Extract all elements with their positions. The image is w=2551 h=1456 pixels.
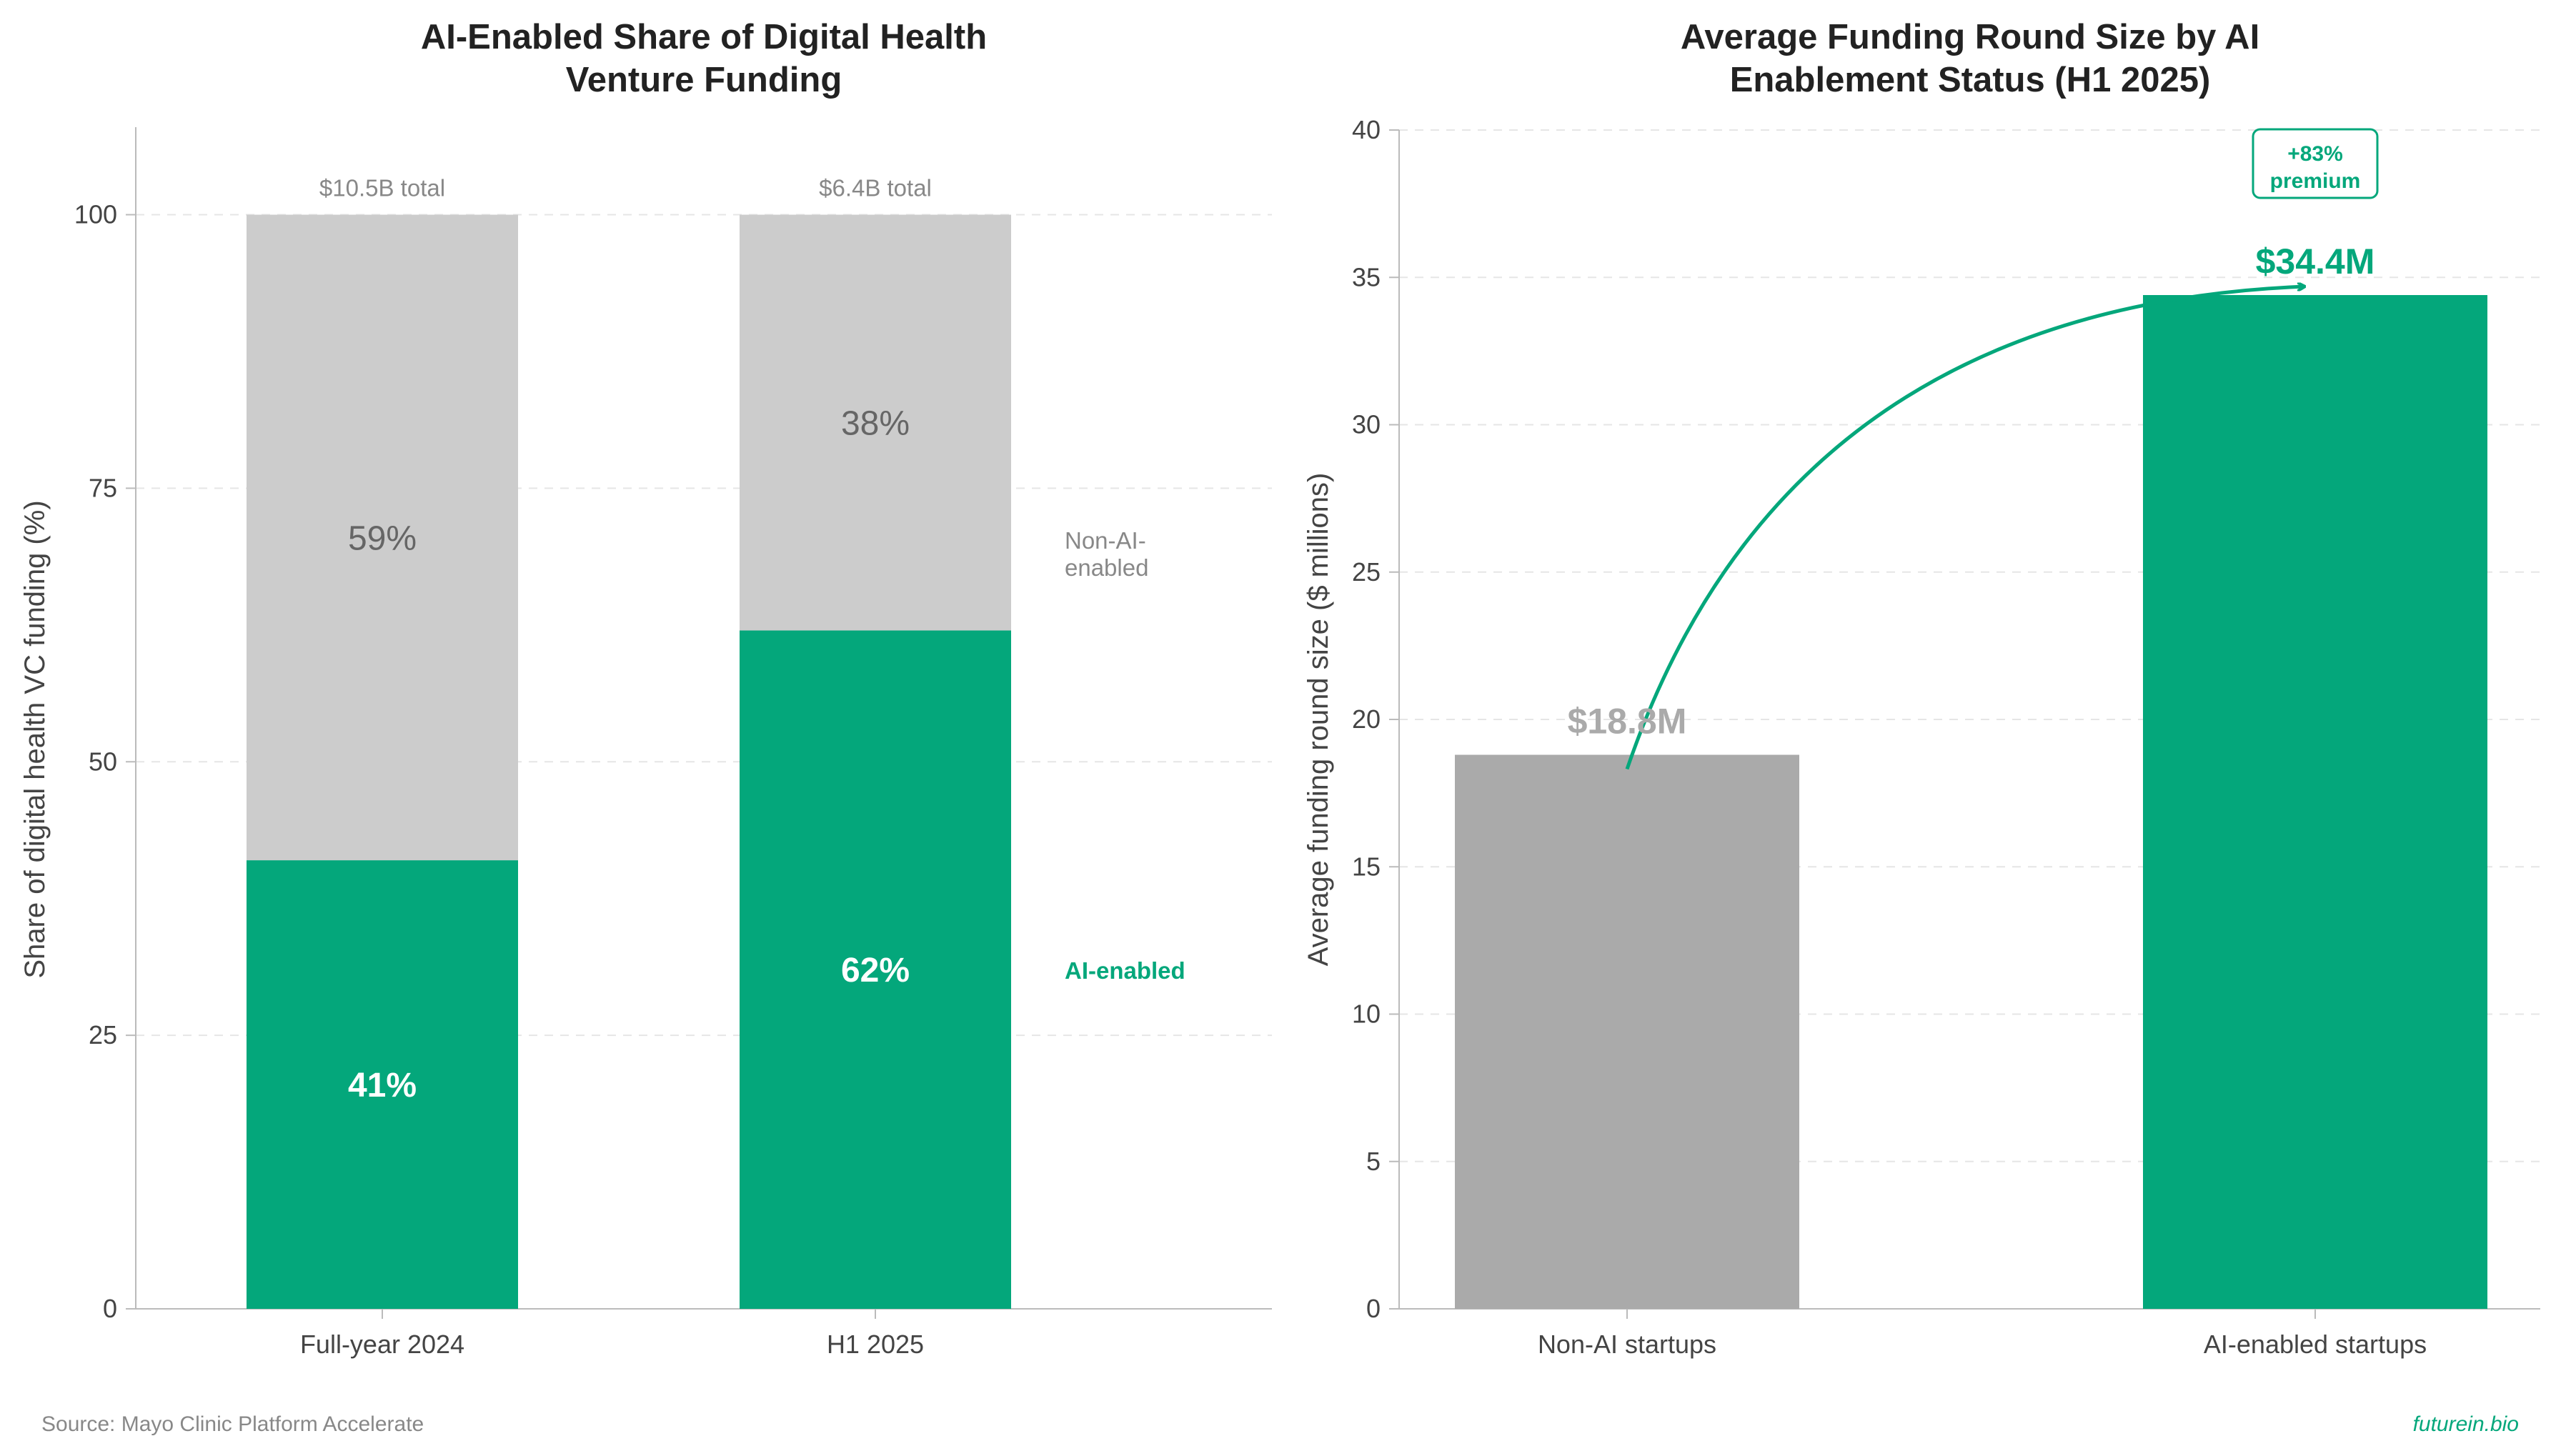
y-tick-label: 100 [74,200,117,229]
y-tick-label: 5 [1366,1147,1381,1176]
bar-ai-enabled [740,630,1011,1309]
data-label-non-ai: 59% [348,519,417,557]
legend-ai-label: AI-enabled [1065,957,1185,984]
y-tick-label: 40 [1352,115,1381,144]
y-tick-label: 50 [89,747,117,776]
y-tick-label: 0 [1366,1294,1381,1323]
x-tick-label: AI-enabled startups [2204,1330,2427,1359]
chart-title: AI-Enabled Share of Digital Health [421,18,987,56]
legend-non-ai-label: Non-AI- [1065,527,1146,554]
total-label: $6.4B total [819,175,932,201]
ai-share-chart: 0 25 50 75 100 41% 59% $10.5B total Full-year 20… [19,18,1272,1359]
y-tick-label: 0 [103,1294,117,1323]
y-axis-label: Share of digital health VC funding (%) [19,500,51,978]
y-tick-label: 20 [1352,704,1381,734]
y-tick-label: 15 [1352,852,1381,881]
data-label-ai: 62% [841,952,910,989]
bar-ai-enabled-startups [2143,295,2487,1309]
source-note: Source: Mayo Clinic Platform Accelerate [41,1412,424,1436]
y-tick-label: 25 [89,1020,117,1049]
brand-label: futurein.bio [2413,1412,2519,1436]
data-label-non-ai: 38% [841,405,910,443]
bar-non-ai [740,214,1011,631]
chart-title: Average Funding Round Size by AI [1681,18,2259,56]
legend-non-ai-label: enabled [1065,554,1148,581]
value-label: $18.8M [1568,702,1687,742]
bar-non-ai-startups [1455,754,1799,1309]
round-size-chart: 0 5 10 15 20 25 30 35 40 Non-AI startups AI-enable… [1303,18,2540,1359]
value-label: $34.4M [2256,241,2375,281]
x-tick-label: Non-AI startups [1538,1330,1716,1359]
premium-arrow [1625,286,2304,770]
total-label: $10.5B total [319,175,445,201]
y-tick-label: 10 [1352,999,1381,1029]
chart-title: Enablement Status (H1 2025) [1730,61,2211,99]
premium-annotation-box [2252,128,2379,199]
x-tick-label: H1 2025 [827,1330,924,1359]
y-tick-label: 75 [89,473,117,502]
bar-non-ai [247,214,518,861]
y-tick-label: 30 [1352,410,1381,439]
premium-annotation-label: +83% [2287,142,2343,166]
x-tick-label: Full-year 2024 [300,1330,464,1359]
premium-annotation-label: premium [2270,169,2361,193]
data-label-ai: 41% [348,1067,417,1105]
chart-title: Venture Funding [566,61,842,99]
bar-ai-enabled [247,860,518,1309]
y-axis-label: Average funding round size ($ millions) [1303,473,1334,967]
y-tick-label: 25 [1352,557,1381,587]
y-tick-label: 35 [1352,262,1381,291]
